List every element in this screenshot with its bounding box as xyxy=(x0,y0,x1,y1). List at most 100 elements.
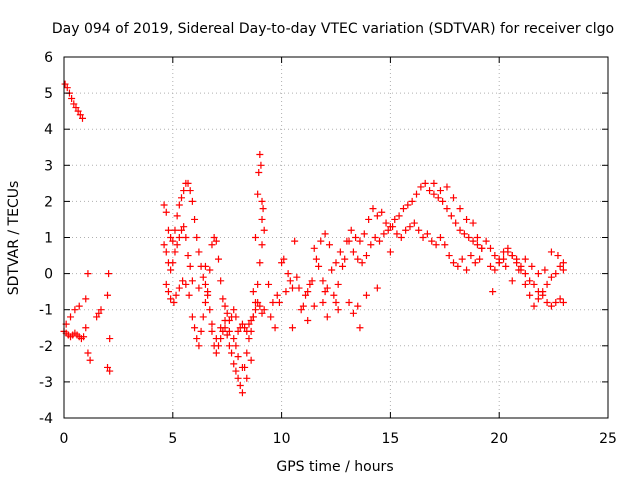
data-point xyxy=(469,237,477,245)
data-point xyxy=(267,313,275,321)
data-point xyxy=(104,291,112,299)
data-point xyxy=(310,244,318,252)
data-point xyxy=(463,266,471,274)
data-point xyxy=(256,259,264,267)
data-point xyxy=(397,234,405,241)
data-point xyxy=(182,234,190,241)
x-tick-label: 10 xyxy=(273,431,291,447)
data-point xyxy=(178,226,186,234)
data-point xyxy=(315,262,323,270)
data-point xyxy=(434,194,442,202)
data-point xyxy=(180,223,188,231)
data-point xyxy=(164,288,172,296)
data-point xyxy=(199,313,207,321)
data-point xyxy=(358,259,366,267)
data-point xyxy=(72,104,80,112)
data-point xyxy=(195,284,203,292)
data-point xyxy=(208,327,216,335)
data-point xyxy=(221,302,229,310)
data-point xyxy=(491,252,499,260)
y-axis-label: SDTVAR / TECUs xyxy=(6,181,22,296)
data-point xyxy=(354,255,362,263)
data-point xyxy=(173,212,181,220)
data-point xyxy=(160,201,168,209)
data-point xyxy=(238,320,246,328)
data-point xyxy=(63,84,71,92)
data-point xyxy=(214,255,222,263)
data-point xyxy=(184,179,192,187)
data-point xyxy=(526,277,534,285)
data-point xyxy=(86,356,94,364)
data-point xyxy=(299,302,307,310)
data-point xyxy=(265,280,273,288)
data-point xyxy=(450,259,458,267)
x-axis-ticks: 0 5 10 15 20 25 xyxy=(60,57,617,447)
data-point xyxy=(258,241,266,249)
data-point xyxy=(423,230,431,238)
data-point xyxy=(539,288,547,296)
data-point xyxy=(559,298,567,306)
data-point xyxy=(106,367,114,375)
data-point xyxy=(105,270,113,278)
data-point xyxy=(317,237,325,245)
data-point xyxy=(328,266,336,274)
data-point xyxy=(443,205,451,213)
data-point xyxy=(345,237,353,245)
y-tick-label: -4 xyxy=(39,411,53,427)
data-point xyxy=(467,252,475,260)
data-point xyxy=(465,234,473,241)
data-point xyxy=(319,298,327,306)
data-point xyxy=(543,298,551,306)
data-point xyxy=(428,237,436,245)
data-point xyxy=(500,248,508,256)
y-tick-label: 5 xyxy=(44,86,53,102)
data-point xyxy=(160,241,168,249)
data-point xyxy=(199,273,207,281)
data-point xyxy=(349,309,357,317)
data-point xyxy=(291,237,299,245)
data-point xyxy=(478,244,486,252)
data-point xyxy=(234,374,242,382)
data-point xyxy=(336,248,344,256)
data-point xyxy=(106,335,114,343)
data-point xyxy=(521,280,529,288)
y-tick-label: 1 xyxy=(44,231,53,247)
data-point xyxy=(325,241,333,249)
data-point xyxy=(312,255,320,263)
data-point xyxy=(197,327,205,335)
data-point xyxy=(223,309,231,317)
data-point xyxy=(185,291,193,299)
data-point xyxy=(172,291,180,299)
data-point xyxy=(373,212,381,220)
data-point xyxy=(191,215,199,223)
data-point xyxy=(417,183,425,191)
data-point xyxy=(201,280,209,288)
data-point xyxy=(234,327,242,335)
data-point xyxy=(384,226,392,234)
data-point xyxy=(284,270,292,278)
data-point xyxy=(179,277,187,285)
data-point xyxy=(334,306,342,314)
data-point xyxy=(491,266,499,274)
data-point xyxy=(547,248,555,256)
data-point xyxy=(186,262,194,270)
data-point xyxy=(556,295,564,303)
data-point xyxy=(393,230,401,238)
data-point xyxy=(413,190,421,198)
data-point xyxy=(210,234,218,241)
data-point xyxy=(82,324,90,332)
data-point xyxy=(70,100,78,108)
data-point xyxy=(486,262,494,270)
data-point xyxy=(304,317,312,325)
data-point xyxy=(212,335,220,343)
data-points xyxy=(60,80,567,397)
data-point xyxy=(67,313,75,321)
data-point xyxy=(376,237,384,245)
data-point xyxy=(528,262,536,270)
data-point xyxy=(556,262,564,270)
data-point xyxy=(450,194,458,202)
data-point xyxy=(530,302,538,310)
y-tick-label: -1 xyxy=(39,303,53,319)
data-point xyxy=(80,333,88,341)
data-point xyxy=(247,317,255,325)
